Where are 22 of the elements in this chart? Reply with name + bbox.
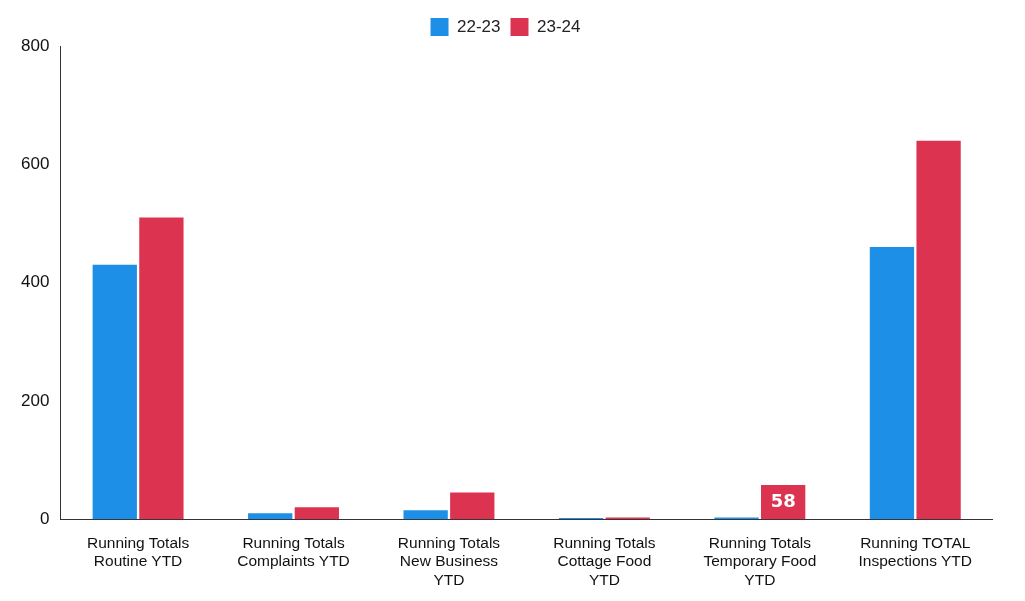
- bar: [869, 247, 915, 520]
- x-tick-label: Running TOTAL Inspections YTD: [858, 533, 972, 570]
- bar: [92, 264, 137, 520]
- legend-label: 22-23: [457, 16, 501, 36]
- bar: [294, 507, 339, 520]
- legend-label: 23-24: [537, 16, 581, 36]
- x-tick-label: Running Totals New Business YTD: [397, 533, 501, 588]
- y-tick-label: 200: [20, 390, 50, 410]
- bar: [916, 140, 961, 520]
- data-label: 58: [770, 489, 796, 511]
- x-tick-label: Running Totals Temporary Food YTD: [703, 533, 817, 588]
- bar: [248, 513, 293, 520]
- x-tick-label: Running Totals Complaints YTD: [237, 533, 350, 570]
- y-tick-label: 800: [20, 35, 50, 55]
- y-tick-label: 400: [20, 272, 50, 292]
- bar: [139, 217, 184, 520]
- y-tick-label: 0: [39, 508, 50, 528]
- bar: [403, 510, 448, 520]
- x-tick-label: Running Totals Cottage Food YTD: [553, 533, 656, 588]
- x-tick-label: Running Totals Routine YTD: [86, 533, 190, 570]
- y-tick-label: 600: [20, 153, 50, 173]
- bar: [450, 492, 495, 520]
